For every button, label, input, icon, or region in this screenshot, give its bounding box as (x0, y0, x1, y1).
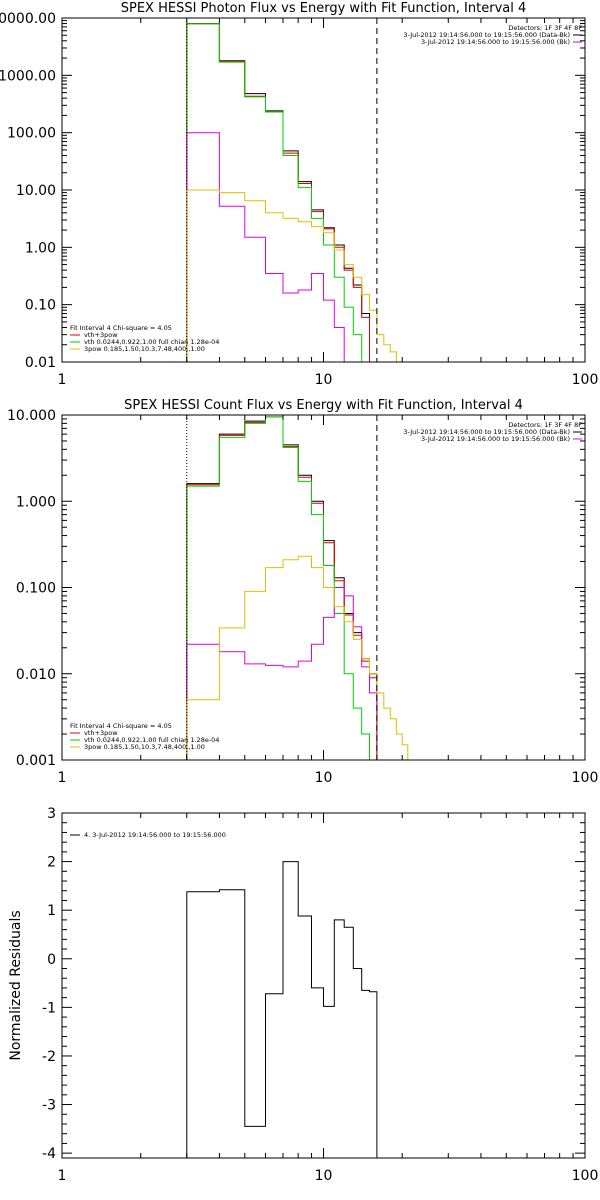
series-line-4 (186, 189, 397, 362)
y-tick-label: 10000.00 (0, 11, 56, 27)
info-line: 3-Jul-2012 19:14:56.000 to 19:15:56.000 … (421, 435, 570, 443)
x-tick-label: 1 (58, 1168, 67, 1184)
y-tick-label: 1 (47, 903, 56, 919)
x-tick-label: 10 (315, 372, 333, 388)
legend-entry: vth 0.0244,0.922,1.00 full chian 1.28e-0… (84, 338, 219, 346)
series-group (186, 861, 378, 1158)
y-tick-label: -3 (42, 1098, 56, 1114)
y-tick-label: 0 (47, 952, 56, 968)
y-tick-label: 0.01 (25, 355, 56, 371)
y-tick-label: 1.000 (16, 494, 56, 510)
y-tick-label: 2 (47, 855, 56, 871)
y-tick-label: 10.00 (16, 183, 56, 199)
y-tick-label: -4 (42, 1146, 56, 1162)
info-line: 3-Jul-2012 19:14:56.000 to 19:15:56.000 … (403, 31, 570, 39)
legend-entry: Fit Interval 4 Chi-square = 4.05 (70, 324, 172, 332)
series-line-2 (186, 416, 378, 760)
count-flux-panel: SPEX HESSI Count Flux vs Energy with Fit… (7, 398, 598, 786)
y-tick-label: 1000.00 (0, 68, 56, 84)
y-tick-label: -1 (42, 1000, 56, 1016)
series-line-0 (186, 861, 378, 1158)
y-tick-label: 0.10 (25, 298, 56, 314)
y-tick-label: -2 (42, 1049, 56, 1065)
info-line: 3-Jul-2012 19:14:56.000 to 19:15:56.000 … (421, 38, 570, 46)
legend-entry: 3pow 0.185,1.50,10.3,7.48,400.,1.00 (84, 345, 205, 353)
legend-entry: Fit Interval 4 Chi-square = 4.05 (70, 722, 172, 730)
legend-entry: 3pow 0.185,1.50,10.3,7.48,400.,1.00 (84, 743, 205, 751)
info-line: Detectors: 1F 3F 4F 8F (508, 24, 582, 32)
y-tick-label: 100.00 (7, 126, 56, 142)
x-tick-label: 100 (572, 770, 599, 786)
y-axis-label: Normalized Residuals (8, 910, 24, 1060)
photon-flux-panel: SPEX HESSI Photon Flux vs Energy with Fi… (0, 1, 598, 388)
x-tick-label: 1 (58, 770, 67, 786)
series-group (186, 23, 397, 362)
y-tick-label: 1.00 (25, 240, 56, 256)
series-line-0 (186, 415, 378, 760)
legend-entry: vth 0.0244,0.922,1.00 full chian 1.28e-0… (84, 736, 219, 744)
y-tick-label: 0.100 (16, 581, 56, 597)
info-line: Detectors: 1F 3F 4F 8F (508, 421, 582, 429)
y-tick-label: 0.010 (16, 667, 56, 683)
series-line-1 (186, 23, 370, 362)
series-line-0 (186, 23, 370, 362)
series-line-2 (186, 23, 363, 362)
chart-title: SPEX HESSI Count Flux vs Energy with Fit… (124, 398, 523, 413)
x-tick-label: 100 (572, 372, 599, 388)
series-line-3 (186, 132, 354, 362)
x-tick-label: 10 (315, 1168, 333, 1184)
y-tick-label: 0.001 (16, 753, 56, 769)
x-tick-label: 10 (315, 770, 333, 786)
info-line: 3-Jul-2012 19:14:56.000 to 19:15:56.000 … (403, 428, 570, 436)
x-tick-label: 100 (572, 1168, 599, 1184)
legend-entry: vth+3pow (84, 331, 118, 339)
x-tick-label: 1 (58, 372, 67, 388)
plot-frame (61, 17, 586, 363)
y-tick-label: 3 (47, 806, 56, 822)
plot-frame (61, 812, 586, 1159)
series-line-1 (186, 416, 378, 760)
series-line-4 (186, 555, 414, 760)
legend-entry: vth+3pow (84, 729, 118, 737)
legend-entry: 4. 3-Jul-2012 19:14:56.000 to 19:15:56.0… (84, 831, 226, 839)
series-group (186, 415, 414, 760)
chart-title: SPEX HESSI Photon Flux vs Energy with Fi… (121, 1, 527, 16)
y-tick-label: 10.000 (7, 408, 56, 424)
